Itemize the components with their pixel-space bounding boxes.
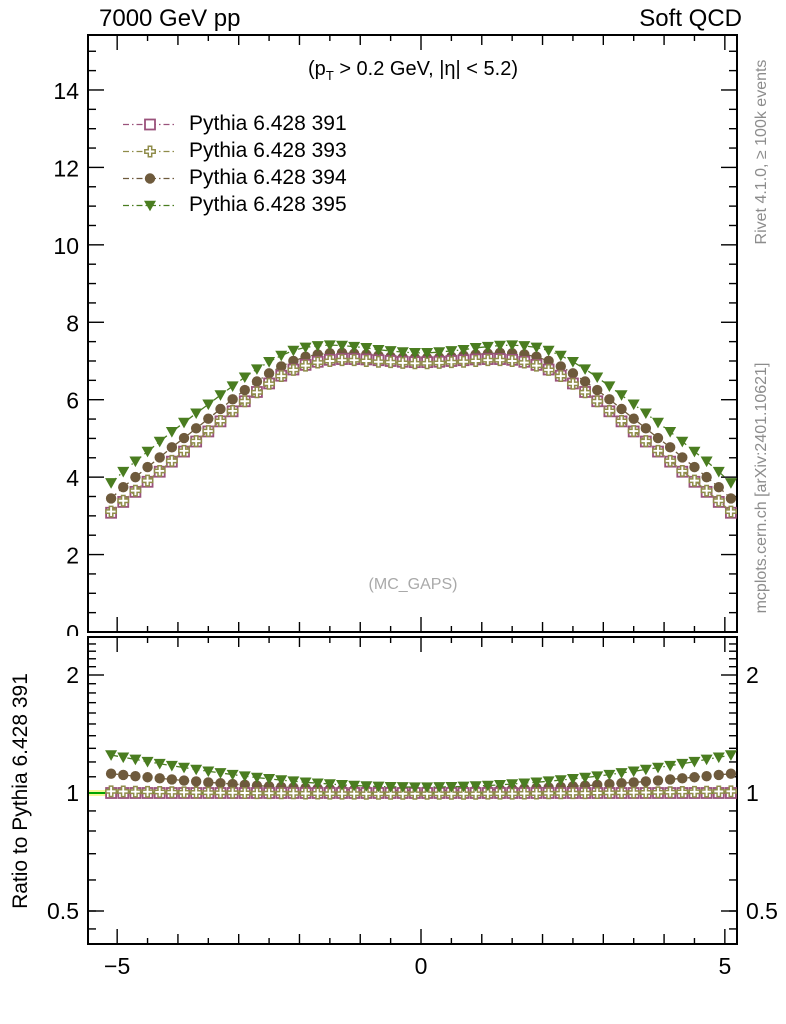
legend-item-pythia-391: Pythia 6.428 391 <box>121 110 347 137</box>
svg-text:0: 0 <box>415 953 428 979</box>
svg-text:5: 5 <box>718 953 731 979</box>
main-series-pythia-6.428-394 <box>105 347 737 504</box>
mcplots-credit: mcplots.cern.ch [arXiv:2401.10621] <box>753 362 770 614</box>
legend-label: Pythia 6.428 394 <box>189 165 347 189</box>
svg-text:6: 6 <box>66 388 79 414</box>
beam-title: 7000 GeV pp <box>99 5 241 32</box>
legend-label: Pythia 6.428 393 <box>189 138 347 162</box>
svg-text:8: 8 <box>66 310 79 336</box>
main-series-pythia-6.428-391 <box>105 353 737 519</box>
legend-label: Pythia 6.428 395 <box>189 192 347 216</box>
legend-label: Pythia 6.428 391 <box>189 111 347 135</box>
cut-annotation: (pT > 0.2 GeV, |η| < 5.2) <box>308 58 518 83</box>
legend-item-pythia-393: Pythia 6.428 393 <box>121 137 347 164</box>
svg-text:−5: −5 <box>104 953 130 979</box>
svg-text:2: 2 <box>66 543 79 569</box>
svg-text:12: 12 <box>53 155 79 181</box>
legend-item-pythia-395: Pythia 6.428 395 <box>121 191 347 218</box>
ratio-series-pythia-6.428-393 <box>105 785 737 800</box>
main-series-pythia-6.428-395 <box>105 340 737 489</box>
analysis-watermark: (MC_GAPS) <box>368 576 458 593</box>
legend-marker-filled-circle-icon <box>123 172 177 184</box>
svg-text:1: 1 <box>66 780 79 806</box>
svg-text:2: 2 <box>746 662 759 688</box>
svg-text:0.5: 0.5 <box>746 898 778 924</box>
rivet-credit: Rivet 4.1.0, ≥ 100k events <box>753 59 770 245</box>
svg-text:2: 2 <box>66 662 79 688</box>
svg-text:14: 14 <box>53 78 79 104</box>
legend-marker-open-square-icon <box>123 118 177 130</box>
svg-text:0.5: 0.5 <box>47 898 79 924</box>
legend: Pythia 6.428 391 Pythia 6.428 393 Pythia… <box>121 110 347 218</box>
legend-item-pythia-394: Pythia 6.428 394 <box>121 164 347 191</box>
svg-text:10: 10 <box>53 233 79 259</box>
svg-text:4: 4 <box>66 465 79 491</box>
ratio-series-pythia-6.428-395 <box>105 750 737 793</box>
legend-marker-filled-triangle-icon <box>123 200 177 211</box>
legend-marker-open-cross-icon <box>123 145 177 157</box>
ratio-axis-label: Ratio to Pythia 6.428 391 <box>9 673 32 909</box>
process-title: Soft QCD <box>639 5 742 32</box>
main-series-pythia-6.428-393 <box>105 354 737 518</box>
svg-text:1: 1 <box>746 780 759 806</box>
